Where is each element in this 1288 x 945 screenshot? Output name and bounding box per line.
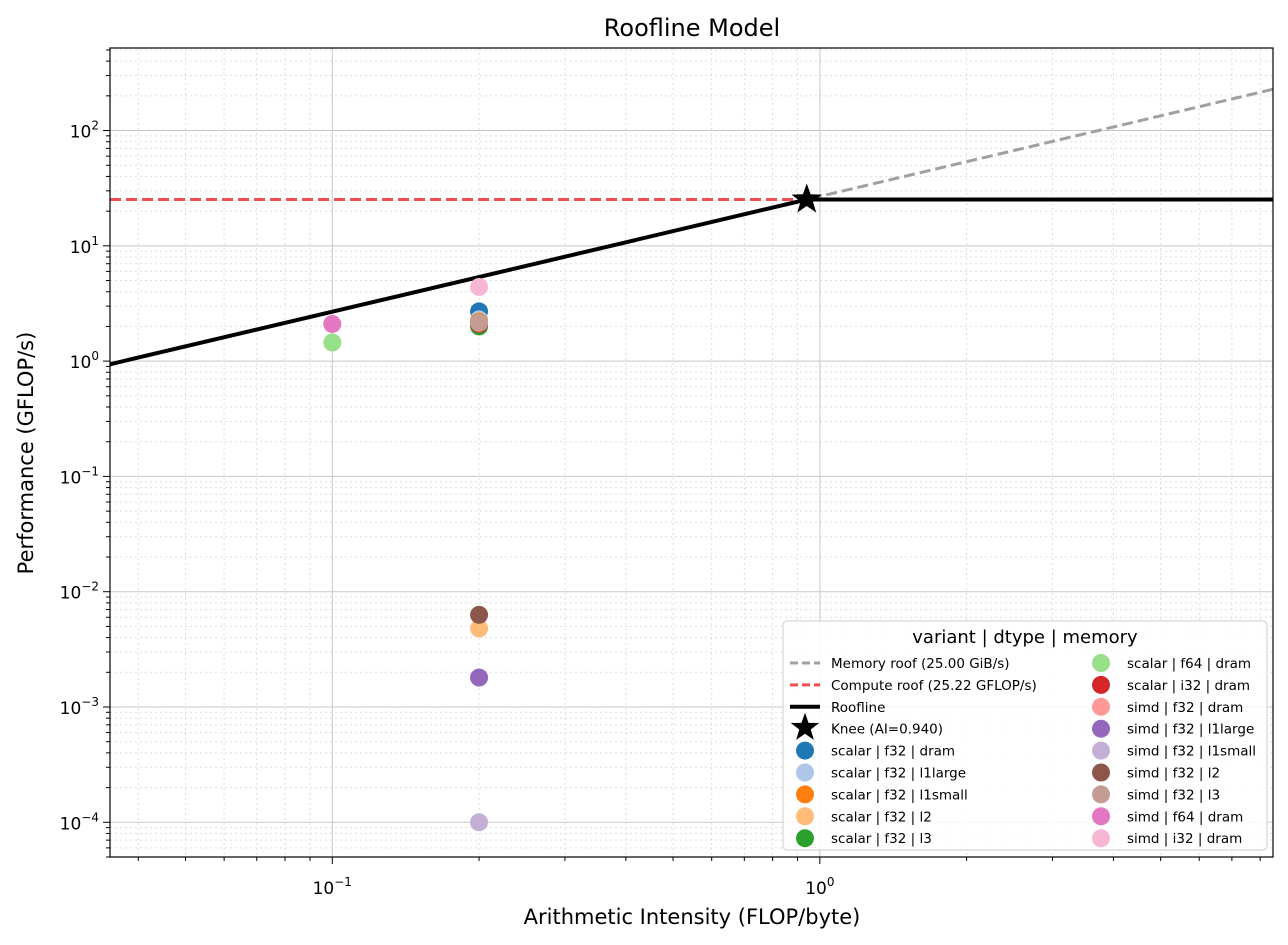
legend-label: Knee (AI=0.940) — [831, 722, 943, 738]
data-point — [323, 314, 342, 333]
plot-frame — [109, 47, 1274, 858]
legend-swatch — [1092, 675, 1110, 694]
legend-title: variant | dtype | memory — [912, 627, 1138, 648]
y-tick-label: 10−2 — [60, 580, 99, 604]
y-tick-label: 102 — [70, 119, 99, 143]
x-tick-label: 10−1 — [313, 875, 352, 899]
legend-item: scalar | f32 | l2 — [796, 807, 932, 826]
legend-swatch — [1092, 719, 1110, 738]
data-point — [470, 619, 489, 638]
y-axis-label: Performance (GFLOP/s) — [14, 332, 38, 575]
legend-item: Compute roof (25.22 GFLOP/s) — [790, 678, 1037, 694]
legend-item: simd | f32 | l1small — [1092, 741, 1256, 760]
data-point — [470, 813, 489, 832]
legend-item: scalar | f64 | dram — [1092, 654, 1251, 672]
legend-box — [782, 620, 1268, 851]
y-tick-label: 100 — [70, 349, 99, 373]
legend-item: simd | f32 | l2 — [1092, 763, 1220, 782]
legend-swatch — [796, 741, 814, 760]
legend-swatch — [1092, 763, 1110, 782]
x-axis-label: Arithmetic Intensity (FLOP/byte) — [524, 905, 861, 929]
legend-label: scalar | f32 | l3 — [831, 831, 932, 847]
data-point — [470, 313, 489, 332]
legend-label: scalar | f64 | dram — [1127, 656, 1251, 672]
legend-swatch — [1092, 741, 1110, 760]
knee-star-marker — [791, 183, 822, 213]
legend-swatch — [796, 785, 814, 804]
y-tick-label: 101 — [70, 234, 99, 258]
roof-lines — [109, 87, 1274, 367]
legend-swatch — [796, 763, 814, 782]
legend: variant | dtype | memory Memory roof (25… — [782, 620, 1268, 851]
legend-item: scalar | f32 | l1small — [796, 785, 968, 804]
legend-label: simd | f32 | l1small — [1127, 744, 1256, 760]
legend-label: scalar | f32 | l2 — [831, 809, 932, 825]
legend-item: scalar | f32 | l1large — [796, 763, 966, 782]
legend-item: scalar | f32 | dram — [796, 741, 955, 760]
legend-label: scalar | f32 | dram — [831, 744, 955, 760]
legend-label: scalar | f32 | l1large — [831, 766, 966, 782]
x-tick-label: 100 — [805, 875, 834, 899]
data-point — [470, 668, 489, 687]
legend-swatch — [1092, 654, 1110, 672]
legend-swatch — [1092, 785, 1110, 804]
y-tick-label: 10−4 — [60, 810, 99, 834]
y-tick-label: 10−1 — [60, 464, 99, 488]
legend-swatch — [796, 829, 814, 848]
legend-item: scalar | i32 | dram — [1092, 675, 1250, 694]
chart-title: Roofline Model — [604, 14, 780, 42]
legend-swatch — [796, 807, 814, 826]
legend-label: simd | f32 | dram — [1127, 700, 1243, 716]
legend-swatch — [1092, 807, 1110, 826]
data-point — [470, 605, 489, 624]
data-points — [323, 277, 489, 832]
legend-swatch — [1092, 697, 1110, 716]
legend-label: simd | f32 | l1large — [1127, 722, 1254, 738]
legend-label: simd | f32 | l2 — [1127, 766, 1220, 782]
legend-label: simd | f64 | dram — [1127, 809, 1243, 825]
axis-ticks: 10−1 100 10−4 10−3 10−2 10−1 100 101 102 — [60, 49, 1261, 899]
y-tick-label: 10−3 — [60, 695, 99, 719]
legend-item: simd | f32 | l3 — [1092, 785, 1220, 804]
legend-item: scalar | f32 | l3 — [796, 829, 932, 848]
minor-grid — [110, 48, 1273, 858]
legend-label: Memory roof (25.00 GiB/s) — [831, 656, 1010, 672]
legend-swatch — [1092, 829, 1110, 848]
data-point — [323, 333, 342, 352]
legend-label: scalar | f32 | l1small — [831, 787, 968, 803]
legend-item: Roofline — [790, 700, 885, 716]
data-point — [470, 277, 489, 296]
legend-item: simd | i32 | dram — [1092, 829, 1242, 848]
legend-label: Roofline — [831, 700, 885, 716]
legend-label: simd | f32 | l3 — [1127, 787, 1220, 803]
roofline — [109, 197, 1273, 367]
legend-label: Compute roof (25.22 GFLOP/s) — [831, 678, 1037, 694]
legend-item: Memory roof (25.00 GiB/s) — [790, 656, 1010, 672]
legend-item: simd | f32 | l1large — [1092, 719, 1254, 738]
legend-label: simd | i32 | dram — [1127, 831, 1242, 847]
legend-item: Knee (AI=0.940) — [790, 712, 943, 740]
legend-item: simd | f32 | dram — [1092, 697, 1243, 716]
legend-swatch — [790, 712, 820, 740]
legend-label: scalar | i32 | dram — [1127, 678, 1250, 694]
legend-item: simd | f64 | dram — [1092, 807, 1243, 826]
